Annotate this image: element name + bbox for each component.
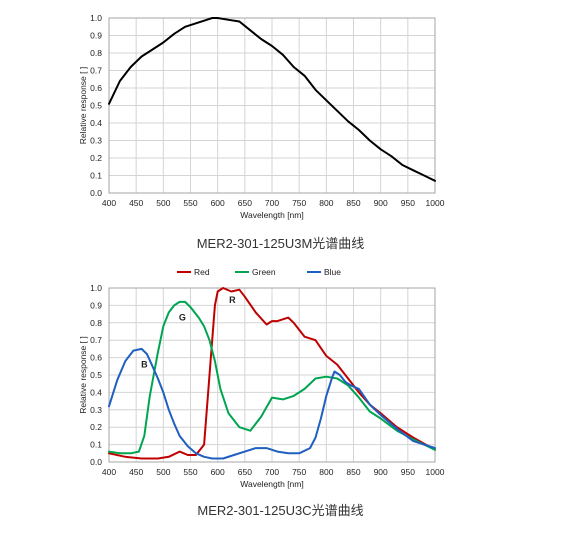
y-tick-label: 1.0 xyxy=(90,283,102,293)
x-tick-label: 550 xyxy=(183,198,197,208)
y-tick-label: 0.8 xyxy=(90,318,102,328)
x-tick-label: 750 xyxy=(292,198,306,208)
y-tick-label: 0.7 xyxy=(90,335,102,345)
caption-color-chart: MER2-301-125U3C光谱曲线 xyxy=(197,503,364,518)
x-tick-label: 800 xyxy=(319,198,333,208)
y-tick-label: 0.1 xyxy=(90,171,102,181)
y-tick-label: 0.9 xyxy=(90,300,102,310)
y-tick-label: 0.3 xyxy=(90,136,102,146)
curve-label-r: R xyxy=(229,295,236,305)
x-tick-label: 400 xyxy=(102,467,116,477)
curve-label-g: G xyxy=(179,313,186,323)
x-tick-label: 500 xyxy=(156,198,170,208)
chart-color-response: 400 450 500 550 600 650 700 750 800 850 900 950 1000… xyxy=(78,267,445,489)
y-tick-label: 0.2 xyxy=(90,153,102,163)
y-tick-label: 0.0 xyxy=(90,188,102,198)
x-tick-label: 1000 xyxy=(426,467,445,477)
x-tick-label: 500 xyxy=(156,467,170,477)
x-tick-label: 400 xyxy=(102,198,116,208)
y-tick-label: 0.3 xyxy=(90,405,102,415)
y-tick-label: 0.5 xyxy=(90,370,102,380)
x-tick-label: 950 xyxy=(401,198,415,208)
mono-series-line xyxy=(108,17,436,182)
y-tick-label: 0.6 xyxy=(90,83,102,93)
curve-label-b: B xyxy=(141,360,148,370)
legend: Red Green Blue xyxy=(177,267,341,277)
y-tick-label: 0.2 xyxy=(90,422,102,432)
y-tick-label: 0.4 xyxy=(90,387,102,397)
y-tick-label: 0.9 xyxy=(90,31,102,41)
y-tick-label: 0.8 xyxy=(90,48,102,58)
x-tick-label: 900 xyxy=(374,198,388,208)
x-tick-label: 800 xyxy=(319,467,333,477)
x-tick-label: 700 xyxy=(265,198,279,208)
x-tick-label: 600 xyxy=(211,198,225,208)
x-tick-label: 850 xyxy=(346,467,360,477)
legend-label-blue: Blue xyxy=(324,267,341,277)
x-tick-label: 550 xyxy=(183,467,197,477)
x-tick-label: 700 xyxy=(265,467,279,477)
x-tick-label: 750 xyxy=(292,467,306,477)
green-series-line xyxy=(108,300,436,455)
legend-label-green: Green xyxy=(252,267,276,277)
x-tick-label: 850 xyxy=(346,198,360,208)
x-axis-label: Wavelength [nm] xyxy=(240,210,303,220)
y-axis-label: Relative response [ ] xyxy=(78,336,88,413)
caption-mono-chart: MER2-301-125U3M光谱曲线 xyxy=(196,236,365,251)
y-tick-label: 0.6 xyxy=(90,353,102,363)
chart-monochrome-response: 400 450 500 550 600 650 700 750 800 850 900 950 1000… xyxy=(78,13,445,220)
y-tick-label: 0.7 xyxy=(90,66,102,76)
x-tick-label: 1000 xyxy=(426,198,445,208)
blue-series-line xyxy=(108,347,436,460)
x-tick-label: 450 xyxy=(129,467,143,477)
x-tick-label: 600 xyxy=(211,467,225,477)
x-tick-label: 900 xyxy=(374,467,388,477)
x-tick-label: 650 xyxy=(238,467,252,477)
x-tick-label: 650 xyxy=(238,198,252,208)
plot-frame xyxy=(108,287,436,463)
y-tick-label: 0.5 xyxy=(90,101,102,111)
y-tick-label: 0.1 xyxy=(90,440,102,450)
plot-frame xyxy=(108,17,436,194)
y-tick-label: 0.0 xyxy=(90,457,102,467)
y-axis-label: Relative response [ ] xyxy=(78,67,88,144)
x-tick-label: 950 xyxy=(401,467,415,477)
legend-label-red: Red xyxy=(194,267,210,277)
x-axis-label: Wavelength [nm] xyxy=(240,479,303,489)
y-tick-label: 1.0 xyxy=(90,13,102,23)
y-tick-label: 0.4 xyxy=(90,118,102,128)
x-tick-label: 450 xyxy=(129,198,143,208)
